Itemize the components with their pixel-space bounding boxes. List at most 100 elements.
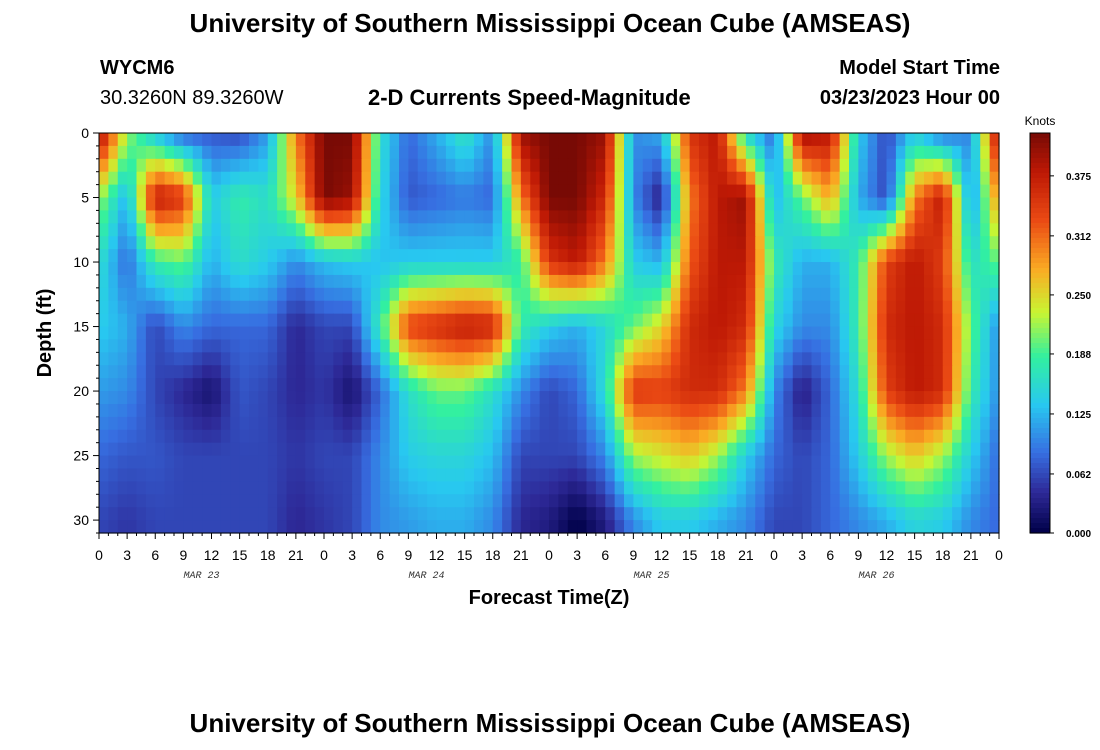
heatmap-cell [502, 184, 513, 199]
heatmap-cell [736, 429, 747, 444]
heatmap-cell [661, 494, 672, 508]
heatmap-cell [277, 455, 288, 470]
heatmap-cell [699, 339, 709, 353]
heatmap-cell [727, 184, 738, 199]
heatmap-cell [380, 300, 391, 315]
heatmap-cell [624, 520, 634, 534]
heatmap-cell [774, 249, 784, 263]
heatmap-cell [211, 313, 222, 328]
heatmap-cell [952, 158, 963, 173]
heatmap-cell [670, 197, 681, 212]
heatmap-cell [220, 184, 231, 199]
heatmap-cell [942, 429, 953, 444]
heatmap-cell [183, 262, 194, 276]
heatmap-cell [483, 197, 494, 212]
heatmap-cell [492, 236, 503, 250]
heatmap-cell [924, 145, 934, 160]
heatmap-cell [905, 326, 916, 341]
heatmap-cell [567, 442, 578, 457]
heatmap-cell [445, 468, 456, 482]
heatmap-cell [661, 197, 672, 212]
heatmap-cell [427, 223, 438, 237]
heatmap-cell [117, 184, 128, 199]
heatmap-cell [333, 326, 344, 341]
heatmap-cell [577, 481, 588, 495]
heatmap-cell [802, 274, 813, 289]
x-tick-label: 21 [738, 547, 754, 563]
heatmap-cell [530, 249, 541, 263]
heatmap-cell [905, 210, 916, 224]
heatmap-cell [886, 300, 897, 315]
heatmap-cell [211, 300, 222, 315]
heatmap-cell [942, 507, 953, 521]
heatmap-cell [295, 391, 306, 405]
heatmap-cell [483, 184, 494, 199]
y-tick-label: 30 [73, 512, 89, 528]
heatmap-cell [295, 378, 306, 392]
heatmap-cell [595, 249, 606, 263]
heatmap-cell [483, 429, 494, 444]
heatmap-cell [867, 236, 878, 250]
heatmap-cell [249, 262, 259, 276]
heatmap-cell [736, 249, 747, 263]
heatmap-cell [642, 300, 653, 315]
heatmap-cell [914, 429, 925, 444]
heatmap-cell [567, 262, 578, 276]
heatmap-cell [492, 184, 503, 199]
heatmap-cell [849, 365, 859, 379]
heatmap-cell [352, 468, 363, 482]
heatmap-cell [736, 326, 747, 341]
heatmap-cell [399, 223, 409, 237]
heatmap-cell [989, 210, 1000, 224]
heatmap-cell [427, 494, 438, 508]
heatmap-cell [342, 326, 353, 341]
heatmap-cell [136, 403, 147, 418]
heatmap-cell [389, 326, 400, 341]
heatmap-cell [680, 133, 691, 147]
heatmap-cell [267, 391, 278, 405]
heatmap-cell [230, 416, 241, 431]
heatmap-cell [549, 481, 559, 495]
heatmap-cell [483, 249, 494, 263]
heatmap-cell [933, 300, 944, 315]
heatmap-cell [830, 442, 841, 457]
x-tick-label: 15 [907, 547, 923, 563]
heatmap-cell [783, 352, 794, 366]
heatmap-cell [961, 455, 972, 470]
heatmap-cell [895, 391, 906, 405]
heatmap-cell [558, 300, 569, 315]
heatmap-cell [811, 223, 822, 237]
heatmap-cell [164, 249, 175, 263]
heatmap-cell [755, 145, 766, 160]
heatmap-cell [324, 403, 334, 418]
heatmap-cell [164, 391, 175, 405]
colorbar-segment [1030, 178, 1050, 184]
heatmap-cell [680, 210, 691, 224]
heatmap-cell [717, 313, 728, 328]
heatmap-cell [267, 197, 278, 212]
heatmap-cell [520, 300, 531, 315]
heatmap-cell [849, 184, 859, 199]
heatmap-cell [108, 403, 119, 418]
heatmap-cell [192, 442, 203, 457]
colorbar-segment [1030, 348, 1050, 354]
heatmap-cell [370, 300, 381, 315]
heatmap-cell [520, 171, 531, 186]
heatmap-cell [877, 171, 888, 186]
heatmap-cell [792, 145, 803, 160]
heatmap-cell [174, 223, 184, 237]
heatmap-cell [586, 313, 597, 328]
heatmap-cell [361, 287, 372, 302]
heatmap-cell [239, 145, 250, 160]
heatmap-cell [820, 313, 831, 328]
heatmap-cell [127, 468, 138, 482]
heatmap-cell [661, 378, 672, 392]
heatmap-cell [530, 378, 541, 392]
heatmap-cell [361, 391, 372, 405]
heatmap-cell [820, 300, 831, 315]
heatmap-cell [745, 158, 756, 173]
heatmap-cell [867, 313, 878, 328]
heatmap-cell [905, 507, 916, 521]
heatmap-cell [211, 481, 222, 495]
heatmap-cell [108, 455, 119, 470]
